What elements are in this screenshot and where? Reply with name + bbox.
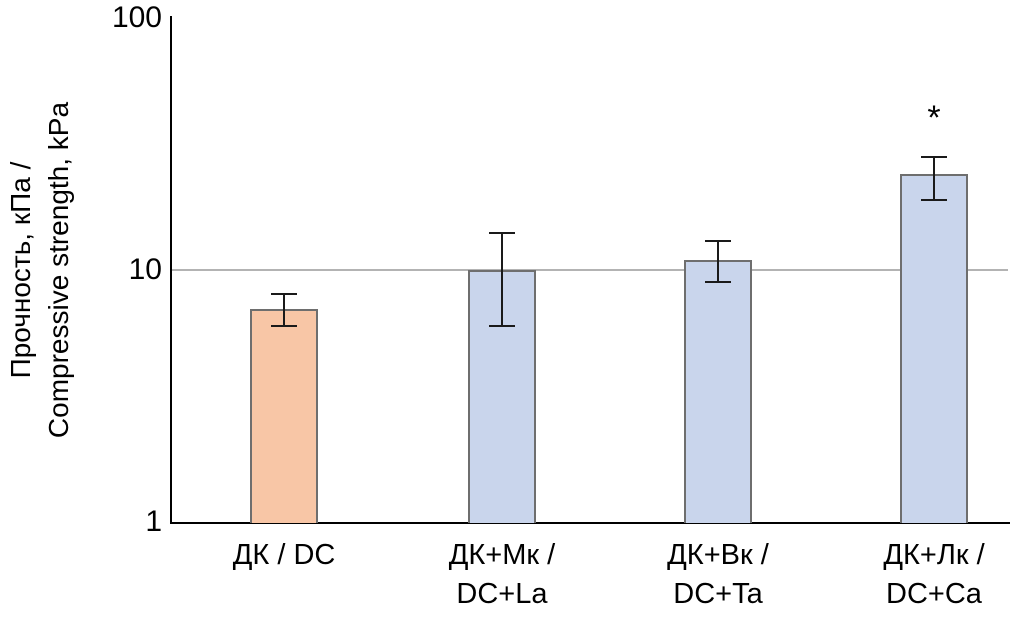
significance-asterisk: * (927, 99, 941, 138)
y-tick-label: 100 (111, 1, 162, 34)
plot-area: * (172, 18, 1008, 523)
gridline (172, 269, 1008, 271)
error-bar-cap (271, 324, 298, 327)
x-tick-label: ДК / DC (232, 539, 336, 571)
error-bar-cap (704, 280, 731, 283)
y-tick-label: 1 (145, 505, 162, 538)
x-axis-line (170, 522, 1010, 524)
x-tick-label: ДК+Мк / DC+La (448, 539, 556, 611)
error-bar-cap (921, 198, 947, 201)
error-bar-cap (921, 156, 947, 159)
bar (900, 174, 968, 523)
error-bar-line (283, 294, 286, 326)
error-bar-cap (271, 293, 298, 296)
error-bar-cap (488, 324, 515, 327)
y-axis-tick-labels: 100 10 1 (0, 3, 162, 537)
x-tick-label: ДК+Вк / DC+Ta (667, 539, 769, 611)
x-tick-label: ДК+Лк / DC+Ca (883, 539, 985, 611)
bar (683, 259, 752, 523)
error-bar-cap (704, 240, 731, 243)
error-bar-cap (488, 232, 515, 235)
error-bar-line (933, 157, 935, 200)
y-tick-label: 10 (128, 253, 162, 286)
bar (250, 309, 319, 523)
x-axis-tick-labels: ДК / DC ДК+Мк / DC+La ДК+Вк / DC+Ta ДК+Лк /… (172, 536, 1008, 632)
error-bar-line (716, 241, 719, 282)
y-axis-line (170, 16, 172, 524)
error-bar-line (500, 233, 503, 326)
